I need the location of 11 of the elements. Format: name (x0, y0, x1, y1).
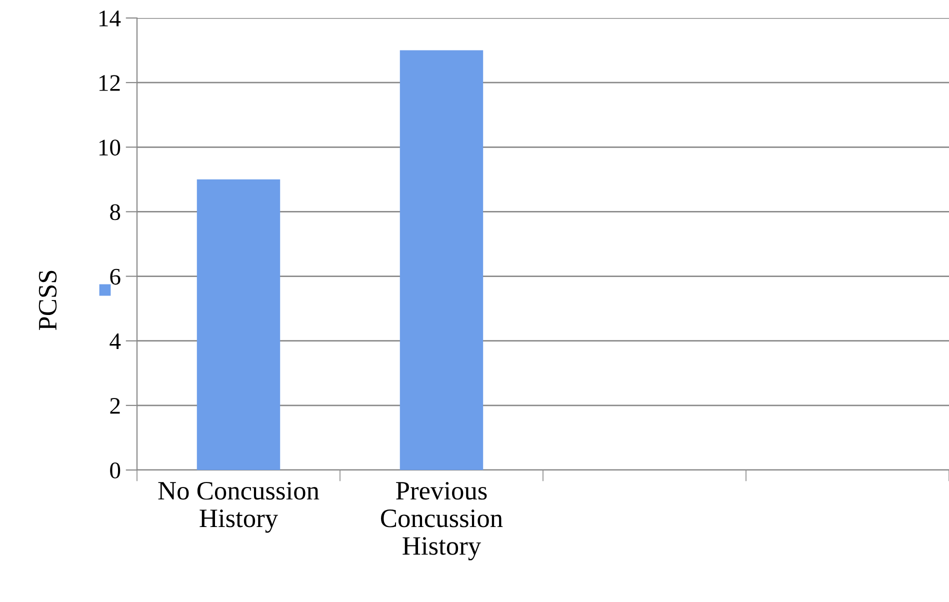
x-tick-label: No Concussion History (158, 482, 320, 533)
y-tick-label: 12 (99, 75, 120, 91)
legend-label: PCSS (38, 270, 57, 330)
x-tick-label: Previous Concussion History (381, 482, 503, 560)
y-tick-label: 8 (110, 204, 120, 220)
y-tick-label: 4 (110, 334, 121, 350)
y-tick-label: 6 (110, 268, 120, 285)
y-tick-label: 0 (110, 462, 120, 478)
y-tick-label: 14 (99, 10, 121, 26)
y-tick-label: 10 (99, 140, 120, 156)
y-tick-label: 2 (110, 398, 120, 414)
